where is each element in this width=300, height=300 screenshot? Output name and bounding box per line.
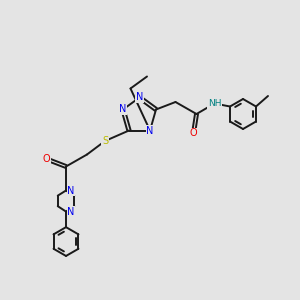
Text: N: N xyxy=(119,104,127,115)
Text: NH: NH xyxy=(208,99,221,108)
Text: N: N xyxy=(146,125,154,136)
Text: O: O xyxy=(43,154,50,164)
Text: S: S xyxy=(102,136,108,146)
Text: N: N xyxy=(68,207,75,217)
Text: N: N xyxy=(68,185,75,196)
Text: O: O xyxy=(190,128,197,139)
Text: N: N xyxy=(136,92,143,103)
